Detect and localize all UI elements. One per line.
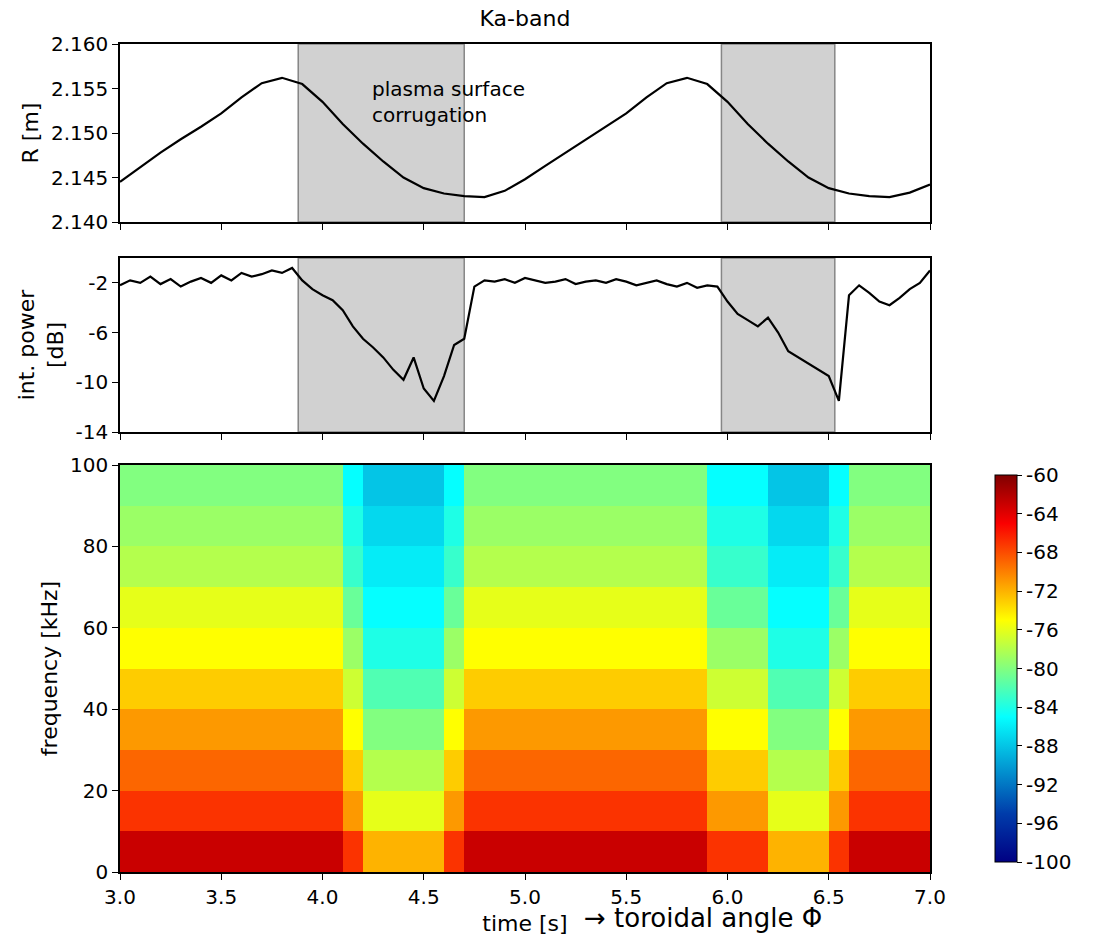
svg-text:100: 100 [70,453,108,477]
svg-text:-6: -6 [88,321,108,345]
svg-text:3.0: 3.0 [104,885,136,909]
svg-text:Ka-band: Ka-band [480,6,571,31]
svg-text:0: 0 [96,860,109,884]
svg-text:2.145: 2.145 [51,166,108,190]
svg-text:6.5: 6.5 [813,885,845,909]
svg-text:40: 40 [83,697,108,721]
svg-text:→ toroidal angle Φ: → toroidal angle Φ [584,903,822,933]
svg-text:4.0: 4.0 [307,885,339,909]
svg-text:5.5: 5.5 [610,885,642,909]
svg-text:frequency [kHz]: frequency [kHz] [37,581,62,756]
svg-text:2.150: 2.150 [51,121,108,145]
svg-text:-14: -14 [76,420,109,444]
svg-text:-60: -60 [1026,463,1059,487]
svg-text:time [s]: time [s] [482,911,567,936]
svg-text:-96: -96 [1026,811,1059,835]
svg-text:-68: -68 [1026,540,1059,564]
svg-text:2.155: 2.155 [51,77,108,101]
svg-text:2.160: 2.160 [51,32,108,56]
svg-text:-84: -84 [1026,695,1059,719]
svg-text:-64: -64 [1026,502,1059,526]
svg-text:-80: -80 [1026,657,1059,681]
svg-text:-2: -2 [88,271,108,295]
svg-text:-88: -88 [1026,734,1059,758]
svg-text:3.5: 3.5 [205,885,237,909]
svg-text:-100: -100 [1026,850,1071,874]
svg-text:60: 60 [83,616,108,640]
svg-text:-92: -92 [1026,773,1059,797]
svg-text:80: 80 [83,534,108,558]
svg-text:6.0: 6.0 [712,885,744,909]
svg-text:20: 20 [83,779,108,803]
svg-text:plasma surfacecorrugation: plasma surfacecorrugation [372,77,525,127]
svg-text:int. power[dB]: int. power[dB] [14,289,68,401]
svg-text:R [m]: R [m] [18,103,43,164]
svg-text:7.0: 7.0 [914,885,946,909]
svg-text:-10: -10 [76,370,109,394]
svg-text:4.5: 4.5 [408,885,440,909]
svg-text:2.140: 2.140 [51,210,108,234]
svg-text:-76: -76 [1026,618,1059,642]
svg-text:5.0: 5.0 [509,885,541,909]
svg-text:-72: -72 [1026,579,1059,603]
